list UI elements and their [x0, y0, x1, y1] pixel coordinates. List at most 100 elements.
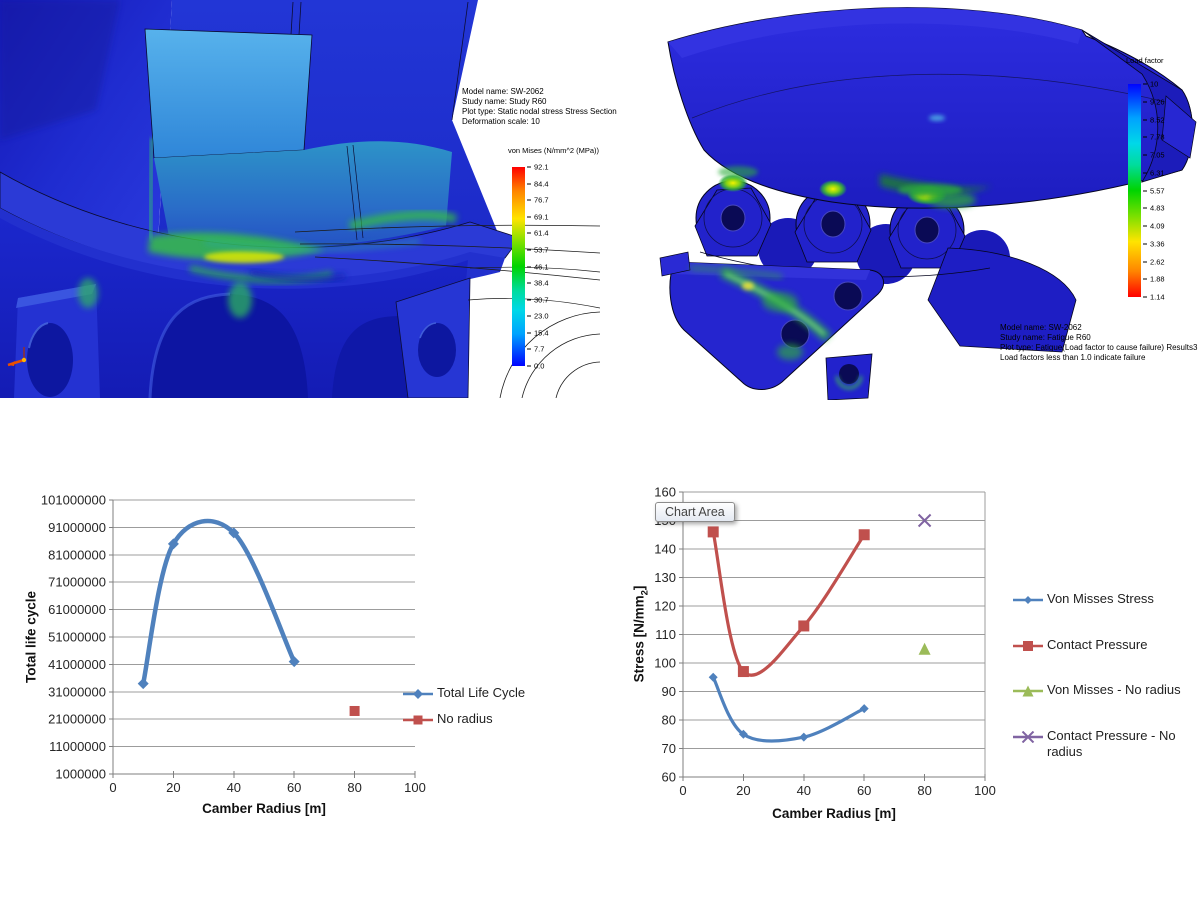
legend-item-contact-pressure[interactable]: Contact Pressure	[1013, 637, 1199, 653]
coordinate-triad-icon	[7, 347, 27, 367]
axis-tick-labels: 1601501401301201101009080706002040608010…	[654, 485, 996, 799]
legend-marker-icon	[1013, 640, 1043, 651]
chart2-yaxis-title: Stress [N/mm2]	[632, 586, 651, 683]
legend-tick: 23.0	[527, 312, 549, 321]
legend-item-total-life-cycle[interactable]: Total Life Cycle	[403, 685, 557, 701]
svg-text:60: 60	[662, 770, 676, 785]
legend-tick: 7.05	[1143, 151, 1165, 160]
legend-label: Contact Pressure	[1047, 636, 1148, 652]
legend-tick: 46.1	[527, 262, 549, 271]
series-no-radius	[349, 705, 360, 716]
chart1-yaxis-title: Total life cycle	[23, 590, 39, 684]
series-contact-pressure-no-radius	[917, 513, 932, 528]
von-mises-color-bar	[512, 167, 525, 366]
legend-tick: 61.4	[527, 229, 549, 238]
svg-text:31000000: 31000000	[48, 684, 106, 699]
ylabel-text: ]	[631, 585, 647, 591]
study-name: Study name: Fatigue R60	[1000, 333, 1091, 342]
legend-label: Contact Pressure - No radius	[1047, 727, 1176, 759]
legend-item-contact-pressure-no-radius[interactable]: Contact Pressure - No radius	[1013, 728, 1199, 760]
gridlines	[679, 491, 986, 781]
svg-text:100: 100	[654, 656, 676, 671]
study-name: Study name: Study R60	[462, 97, 547, 106]
chart-area-tooltip: Chart Area	[655, 502, 735, 522]
chart2-xaxis-title: Camber Radius [m]	[772, 806, 896, 821]
svg-text:80: 80	[347, 780, 361, 795]
legend-marker-icon	[403, 715, 433, 725]
legend-tick: 15.4	[527, 328, 549, 337]
svg-text:130: 130	[654, 570, 676, 585]
load-factor-legend-title: Load factor	[1126, 56, 1164, 65]
svg-text:51000000: 51000000	[48, 630, 106, 645]
fea-left-info: Model name: SW-2062 Study name: Study R6…	[462, 87, 617, 127]
legend-tick: 3.36	[1143, 239, 1165, 248]
legend-item-von-misses-no-radius[interactable]: Von Misses - No radius	[1013, 682, 1199, 698]
gridlines	[109, 499, 416, 778]
svg-text:60: 60	[287, 780, 301, 795]
svg-text:91000000: 91000000	[48, 520, 106, 535]
legend-tick: 9.26	[1143, 97, 1165, 106]
svg-text:81000000: 81000000	[48, 547, 106, 562]
legend-tick: 69.1	[527, 212, 549, 221]
svg-text:140: 140	[654, 542, 676, 557]
legend-label: Von Misses Stress	[1047, 591, 1154, 606]
life-cycle-chart[interactable]: 101000000 91000000 81000000 71000000 6100000…	[20, 482, 530, 842]
svg-text:1000000: 1000000	[55, 767, 106, 782]
model-name: Model name: SW-2062	[1000, 323, 1082, 332]
legend-item-no-radius[interactable]: No radius	[403, 711, 557, 727]
legend-marker-icon	[403, 689, 433, 699]
legend-tick: 6.31	[1143, 168, 1165, 177]
model-name: Model name: SW-2062	[462, 87, 544, 96]
legend-tick: 76.7	[527, 196, 549, 205]
fea-static-stress-render	[0, 0, 600, 398]
legend-tick: 0.0	[527, 362, 544, 371]
series-total-life-cycle	[137, 518, 300, 690]
legend-tick: 1.88	[1143, 275, 1165, 284]
svg-text:120: 120	[654, 599, 676, 614]
chart1-xaxis-title: Camber Radius [m]	[202, 801, 326, 816]
legend-item-von-misses-stress[interactable]: Von Misses Stress	[1013, 591, 1199, 607]
deformation-scale: Deformation scale: 10	[462, 117, 540, 126]
svg-text:20: 20	[166, 780, 180, 795]
svg-text:100: 100	[404, 780, 426, 795]
ylabel-text: Stress [N/mm	[631, 595, 647, 683]
svg-text:110: 110	[655, 627, 676, 642]
von-mises-legend-title: von Mises (N/mm^2 (MPa))	[508, 146, 600, 155]
legend-tick: 2.62	[1143, 257, 1165, 266]
legend-marker-icon	[1013, 685, 1043, 697]
svg-text:101000000: 101000000	[41, 493, 106, 508]
svg-text:70: 70	[662, 741, 676, 756]
svg-text:40: 40	[227, 780, 241, 795]
legend-label: Von Misses - No radius	[1047, 682, 1181, 697]
svg-text:80: 80	[662, 713, 676, 728]
legend-marker-icon	[1013, 596, 1043, 604]
series-contact-pressure	[707, 526, 870, 678]
series-von-misses-no-radius	[918, 642, 931, 655]
svg-text:61000000: 61000000	[48, 602, 106, 617]
svg-text:0: 0	[109, 780, 116, 795]
svg-text:160: 160	[654, 485, 676, 500]
plot-type: Plot type: Static nodal stress Stress Se…	[462, 107, 617, 116]
svg-text:20: 20	[736, 783, 750, 798]
wireframe-curves	[294, 224, 600, 398]
svg-text:80: 80	[917, 783, 931, 798]
series-von-misses-stress	[708, 672, 869, 743]
svg-text:21000000: 21000000	[48, 712, 106, 727]
ylabel-subscript: 2	[639, 590, 651, 596]
legend-tick: 84.4	[527, 179, 549, 188]
legend-label: Total Life Cycle	[437, 685, 526, 700]
fea-right-info: Model name: SW-2062 Study name: Fatigue …	[1000, 323, 1197, 363]
legend-tick: 8.52	[1143, 115, 1165, 124]
legend-tick: 5.57	[1143, 186, 1165, 195]
svg-text:11000000: 11000000	[49, 739, 106, 754]
legend-tick: 4.83	[1143, 204, 1165, 213]
legend-label: No radius	[437, 711, 493, 726]
legend-tick: 38.4	[527, 279, 549, 288]
load-factor-note: Load factors less than 1.0 indicate fail…	[1000, 353, 1146, 362]
legend-tick: 7.78	[1143, 133, 1165, 142]
life-cycle-plot[interactable]: 101000000 91000000 81000000 71000000 6100000…	[20, 482, 530, 842]
svg-text:60: 60	[857, 783, 871, 798]
fea-fatigue-render	[659, 7, 1197, 400]
legend-tick: 10	[1143, 80, 1158, 89]
